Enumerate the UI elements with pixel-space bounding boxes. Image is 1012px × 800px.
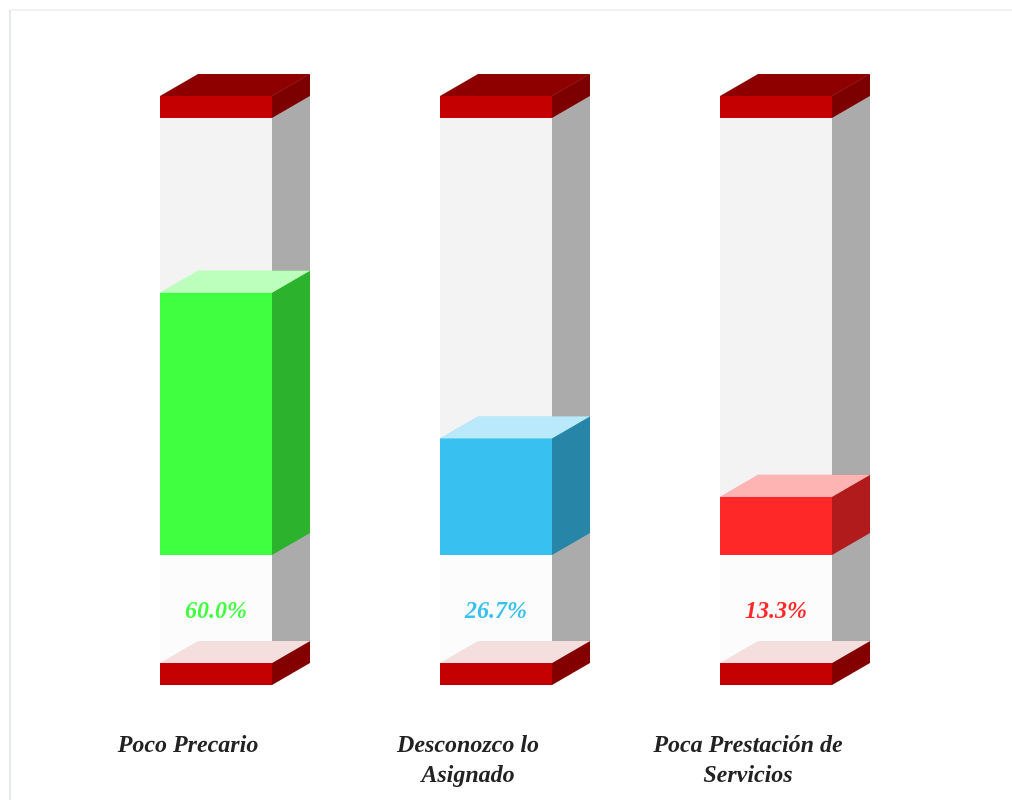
value-label: 13.3%: [745, 598, 807, 624]
bar: [440, 438, 552, 555]
bar-top-light: [720, 474, 870, 497]
bottom-cap-top: [720, 641, 870, 663]
bar-side: [832, 474, 870, 555]
bar-side: [552, 416, 590, 555]
top-cap-top: [440, 74, 590, 96]
top-cap-top: [720, 74, 870, 96]
tube-side: [832, 96, 870, 663]
bar: [720, 496, 832, 555]
bottom-cap: [720, 663, 832, 685]
bar-side: [272, 270, 310, 555]
tube-side: [552, 96, 590, 663]
bar-top-light: [160, 270, 310, 293]
bottom-cap-side: [272, 641, 310, 685]
value-label: 60.0%: [185, 598, 247, 624]
bar: [160, 292, 272, 555]
bar-side-shade: [552, 416, 590, 555]
bottom-cap: [160, 663, 272, 685]
bar-side-shade: [272, 270, 310, 555]
top-cap: [160, 96, 272, 118]
bottom-cap-top: [160, 641, 310, 663]
bottom-cap-top: [440, 641, 590, 663]
top-cap-top: [160, 74, 310, 96]
top-cap: [720, 96, 832, 118]
top-cap-side: [552, 74, 590, 118]
top-cap: [440, 96, 552, 118]
category-label: Poca Prestación de Servicios: [653, 732, 843, 788]
bottom-cap: [440, 663, 552, 685]
category-label: Desconozco lo Asignado: [397, 732, 539, 788]
bar-side-shade: [832, 474, 870, 555]
bar-top-light: [440, 416, 590, 439]
top-cap-side: [832, 74, 870, 118]
top-cap-side: [272, 74, 310, 118]
bottom-cap-side: [832, 641, 870, 685]
category-label: Poco Precario: [117, 732, 259, 758]
bottom-cap-side: [552, 641, 590, 685]
value-label: 26.7%: [464, 598, 527, 624]
